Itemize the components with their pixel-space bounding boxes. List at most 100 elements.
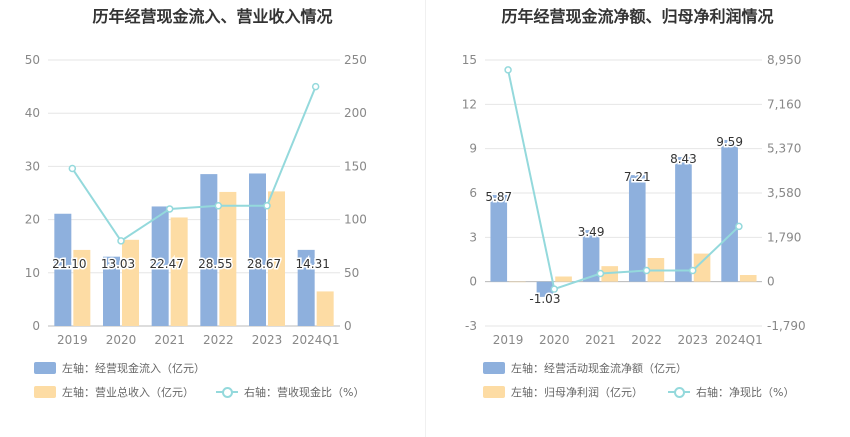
chart-svg-left: 0 10 20 30 40 50 0 50 100 150 200 250 2019 2020 2021 20… (25, 53, 367, 347)
bar-primary (151, 206, 169, 326)
y-tick-label-left: 9 (469, 142, 477, 156)
bar-primary (200, 174, 218, 326)
y-tick-label-left: 20 (25, 213, 40, 227)
chart-panel-left: 历年经营现金流入、营业收入情况 0 10 20 30 40 50 0 50 100 150 200 2… (25, 7, 367, 400)
y-tick-label-left: 0 (469, 275, 477, 289)
legend-label: 左轴：经营活动现金流净额（亿元） (511, 362, 687, 375)
y-tick-label-left: 0 (32, 319, 40, 333)
line-point (263, 202, 271, 210)
y-tick-label-right: 8,950 (767, 53, 801, 67)
bar-secondary (509, 281, 526, 283)
bar-data-label: 3.49 (578, 225, 605, 239)
legend-label: 左轴：归母净利润（亿元） (511, 386, 643, 399)
bar-primary (536, 281, 554, 297)
bar-data-label: -1.03 (529, 292, 560, 306)
legend-swatch-bar (483, 362, 505, 374)
x-tick-label: 2023 (677, 333, 708, 347)
bar-data-label: 5.87 (485, 190, 512, 204)
legend-item-ratio[interactable]: 右轴：营收现金比（%） (216, 384, 364, 400)
line-point (735, 222, 743, 231)
bar-secondary (219, 191, 237, 326)
bar-primary (675, 157, 692, 282)
x-tick-label: 2021 (585, 333, 616, 347)
line-point (165, 205, 174, 213)
legend-label: 左轴：经营现金流入（亿元） (62, 362, 205, 375)
y-tick-label-right: 200 (344, 106, 367, 120)
bar-primary (297, 249, 315, 326)
y-tick-label-right: 150 (344, 159, 367, 173)
legend-item-netprofit[interactable]: 左轴：归母净利润（亿元） (483, 384, 643, 400)
x-tick-label: 2022 (203, 333, 234, 347)
chart-title: 历年经营现金流净额、归母净利润情况 (501, 7, 774, 26)
bar-data-label: 28.67 (247, 257, 281, 271)
bar-data-label: 14.31 (295, 257, 329, 271)
bar-data-label: 9.59 (716, 135, 743, 149)
x-tick-label: 2023 (252, 333, 283, 347)
bar-secondary (555, 276, 572, 282)
bar-secondary (316, 291, 334, 326)
legend-item-revenue[interactable]: 左轴：营业总收入（亿元） (34, 384, 194, 400)
bar-primary (54, 213, 72, 326)
legend-swatch-line (216, 386, 238, 398)
bar-data-label: 28.55 (198, 257, 232, 271)
line-point (504, 66, 512, 74)
y-tick-label-left: 40 (25, 106, 40, 120)
x-tick-label: 2020 (539, 333, 570, 347)
y-tick-label-right: 50 (344, 266, 359, 280)
bar-data-label: 7.21 (624, 170, 651, 184)
y-tick-label-right: 250 (344, 53, 367, 67)
y-tick-label-left: 50 (25, 53, 40, 67)
chart-title: 历年经营现金流入、营业收入情况 (92, 7, 333, 26)
bar-secondary (170, 217, 188, 326)
line-point (596, 269, 605, 278)
bar-data-label: 22.47 (149, 257, 183, 271)
x-tick-label: 2019 (493, 333, 524, 347)
legend-swatch-bar (483, 386, 505, 398)
x-tick-label: 2019 (57, 333, 88, 347)
y-tick-label-left: 6 (469, 186, 477, 200)
bar-data-label: 21.10 (52, 257, 86, 271)
panel-divider (425, 0, 426, 437)
y-tick-label-left: 3 (469, 230, 477, 244)
line-point (68, 164, 77, 173)
bar-primary (103, 256, 120, 326)
line-point (642, 266, 651, 275)
y-tick-label-right: 5,370 (767, 142, 801, 156)
series-line (507, 69, 740, 291)
line-point (311, 82, 320, 91)
y-tick-label-right: -1,790 (767, 319, 806, 333)
y-tick-label-right: 0 (767, 275, 775, 289)
y-tick-label-left: -3 (465, 319, 477, 333)
x-tick-label: 2020 (106, 333, 137, 347)
line-point (689, 266, 697, 275)
y-tick-label-right: 3,580 (767, 186, 801, 200)
line-point (117, 237, 125, 245)
x-tick-label: 2021 (154, 333, 185, 347)
x-tick-label: 2024Q1 (715, 333, 763, 347)
chart-panel-right: 历年经营现金流净额、归母净利润情况 -3 0 3 6 9 12 15 -1,790 0 1,790… (425, 0, 850, 437)
y-tick-label-left: 15 (462, 53, 477, 67)
y-tick-label-right: 0 (344, 319, 352, 333)
legend-item-netflow[interactable]: 左轴：经营活动现金流净额（亿元） (483, 360, 687, 376)
x-tick-label: 2024Q1 (292, 333, 340, 347)
legend-swatch-bar (34, 386, 56, 398)
bar-primary (490, 194, 508, 282)
x-tick-label: 2022 (631, 333, 662, 347)
legend-item-netratio[interactable]: 右轴：净现比（%） (668, 384, 794, 400)
y-tick-label-right: 100 (344, 213, 367, 227)
chart-svg-right: -3 0 3 6 9 12 15 -1,790 0 1,790 3,580 5,370 7,160 8,9… (462, 53, 806, 347)
legend-label: 左轴：营业总收入（亿元） (62, 386, 194, 399)
bar-secondary (73, 249, 91, 326)
bar-primary (721, 139, 738, 282)
bar-primary (628, 175, 646, 282)
legend-item-inflow[interactable]: 左轴：经营现金流入（亿元） (34, 360, 205, 376)
series-line (71, 86, 317, 243)
line-point (550, 285, 558, 293)
bar-secondary (268, 191, 285, 326)
y-tick-label-left: 30 (25, 159, 40, 173)
y-tick-label-right: 7,160 (767, 97, 801, 111)
bar-secondary (122, 239, 139, 326)
bar-primary (582, 230, 600, 282)
legend-label: 右轴：营收现金比（%） (244, 386, 365, 399)
legend-label: 右轴：净现比（%） (696, 386, 795, 399)
